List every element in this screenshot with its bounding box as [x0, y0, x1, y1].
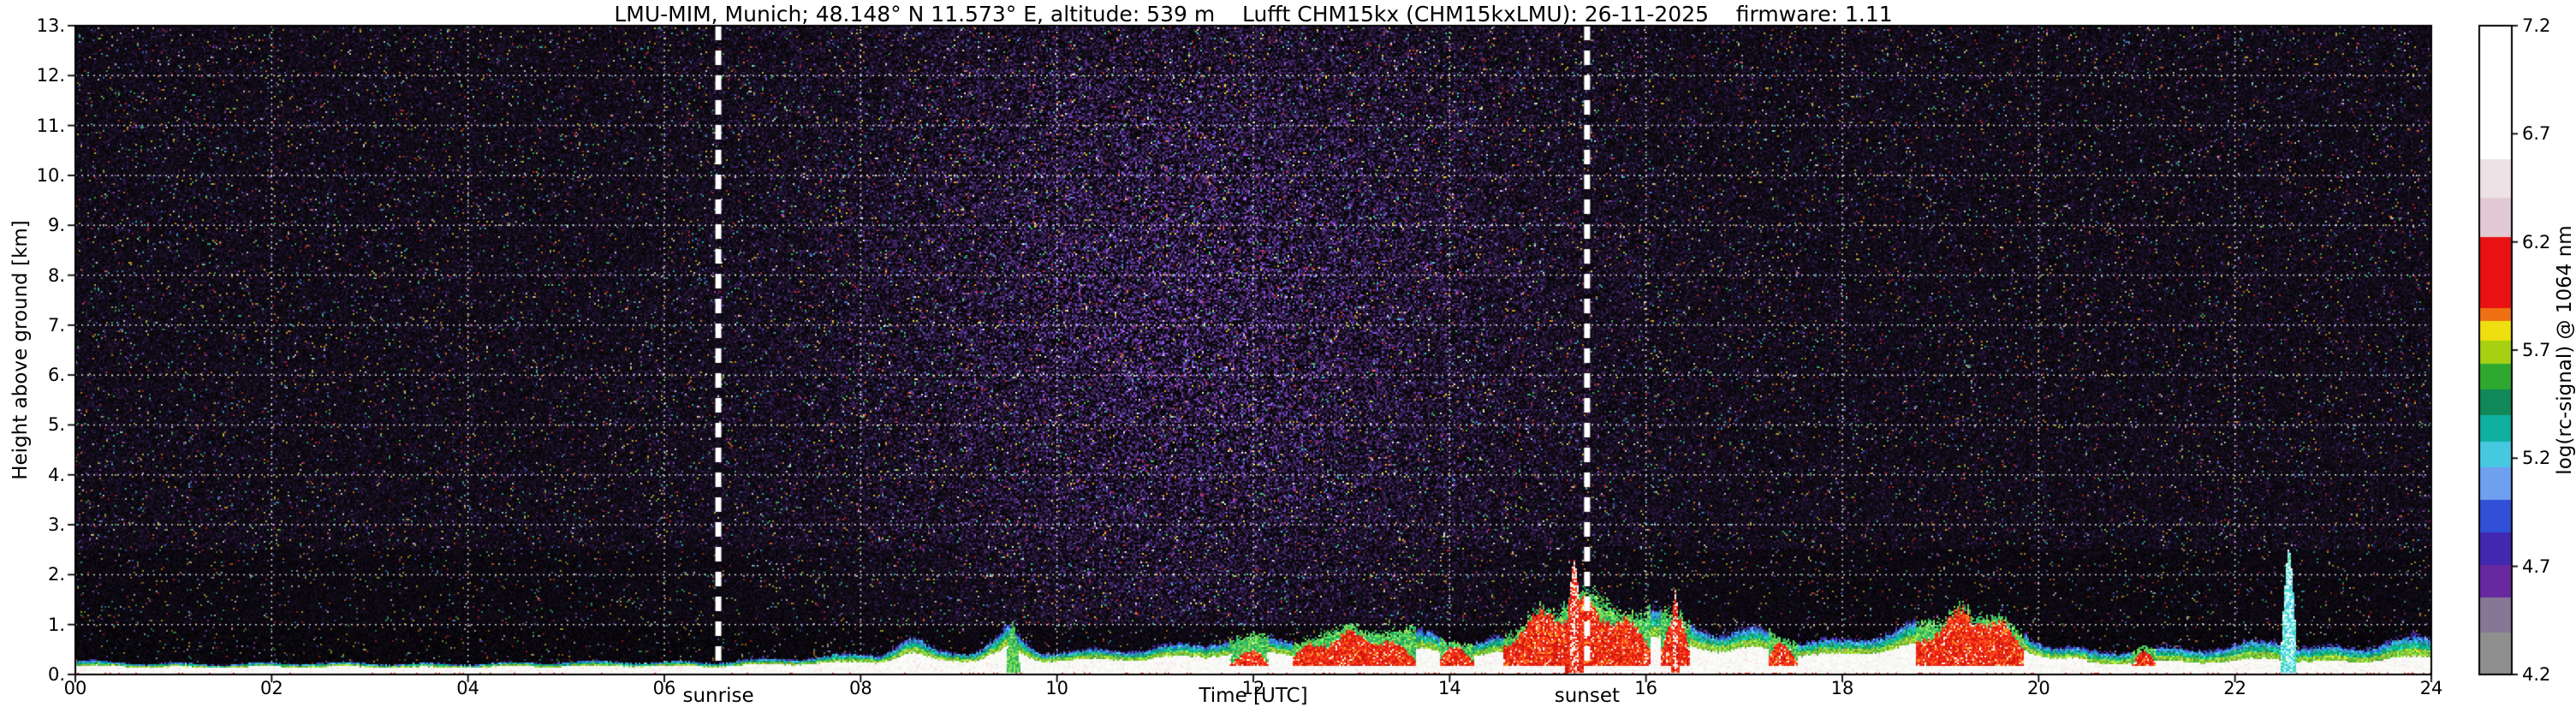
y-tick-label: 8.	[47, 264, 65, 286]
x-tick-label: 06	[652, 678, 676, 698]
x-tick-label: 12	[1241, 678, 1265, 698]
y-tick-label: 4.	[47, 464, 65, 485]
y-tick-label: 7.	[47, 314, 65, 336]
x-tick-label: 22	[2223, 678, 2247, 698]
x-tick-label: 20	[2026, 678, 2050, 698]
plot-title: LMU-MIM, Munich; 48.148° N 11.573° E, al…	[614, 2, 1893, 27]
y-tick-label: 12.	[36, 65, 65, 86]
y-tick-label: 13.	[36, 15, 65, 36]
x-axis-label: Time [UTC]	[1199, 685, 1308, 707]
annotation-label-sunset: sunset	[1554, 685, 1621, 707]
colorbar-label: log(rc-signal) @ 1064 nm	[2554, 225, 2576, 475]
x-tick-label: 24	[2419, 678, 2443, 698]
y-tick-label: 9.	[47, 215, 65, 236]
x-tick-label: 18	[1830, 678, 1854, 698]
colorbar-tick-label: 6.7	[2522, 123, 2551, 145]
x-tick-label: 10	[1045, 678, 1069, 698]
x-tick-label: 00	[63, 678, 87, 698]
colorbar-tick-label: 6.2	[2522, 231, 2551, 253]
colorbar-tick-label: 5.2	[2522, 448, 2551, 469]
x-tick-label: 04	[456, 678, 480, 698]
colorbar-tick-label: 7.2	[2522, 15, 2551, 36]
y-tick-label: 6.	[47, 365, 65, 386]
x-tick-label: 16	[1634, 678, 1658, 698]
y-tick-label: 2.	[47, 564, 65, 585]
x-tick-label: 08	[848, 678, 872, 698]
y-tick-label: 0.	[47, 664, 65, 685]
annotation-label-sunrise: sunrise	[682, 685, 754, 707]
y-tick-label: 3.	[47, 514, 65, 536]
y-tick-label: 11.	[36, 115, 65, 136]
colorbar-tick-label: 5.7	[2522, 340, 2551, 360]
y-tick-label: 5.	[47, 414, 65, 436]
y-axis-label: Height above ground [km]	[9, 220, 32, 480]
colorbar-tick-label: 4.2	[2522, 664, 2551, 685]
y-tick-label: 1.	[47, 614, 65, 635]
colorbar-tick-label: 4.7	[2522, 556, 2551, 577]
y-tick-label: 10.	[36, 164, 65, 186]
x-tick-label: 14	[1437, 678, 1461, 698]
x-tick-label: 02	[259, 678, 283, 698]
